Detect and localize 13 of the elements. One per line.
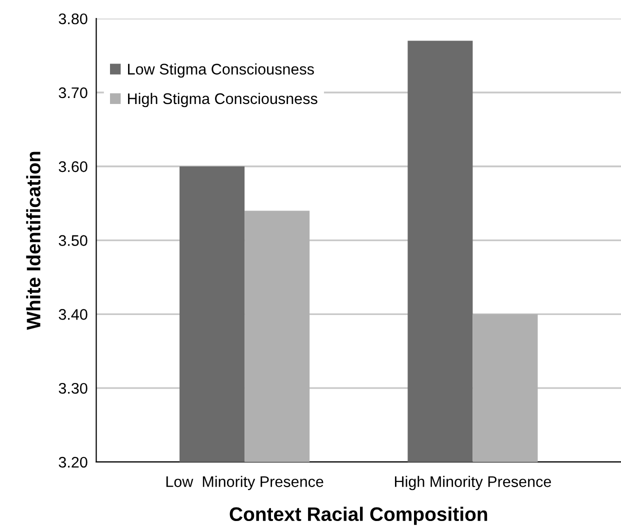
y-tick-label: 3.80 [58, 13, 88, 24]
x-axis-title: Context Racial Composition [230, 506, 488, 525]
x-tick-label: Low Minority Presence [166, 476, 324, 490]
y-axis-title: White Identification [26, 152, 40, 330]
x-tick-label: High Minority Presence [394, 476, 551, 490]
y-tick-label: 3.30 [58, 382, 88, 394]
y-tick-label: 3.50 [58, 235, 88, 246]
y-tick-label: 3.60 [58, 161, 88, 172]
y-tick-label: 3.40 [58, 309, 88, 320]
y-tick-label: 3.70 [58, 87, 88, 98]
y-tick-label: 3.20 [58, 456, 88, 468]
legend-label: High Stigma Consciousness [128, 92, 318, 108]
legend-label: Low Stigma Consciousness [128, 63, 314, 78]
